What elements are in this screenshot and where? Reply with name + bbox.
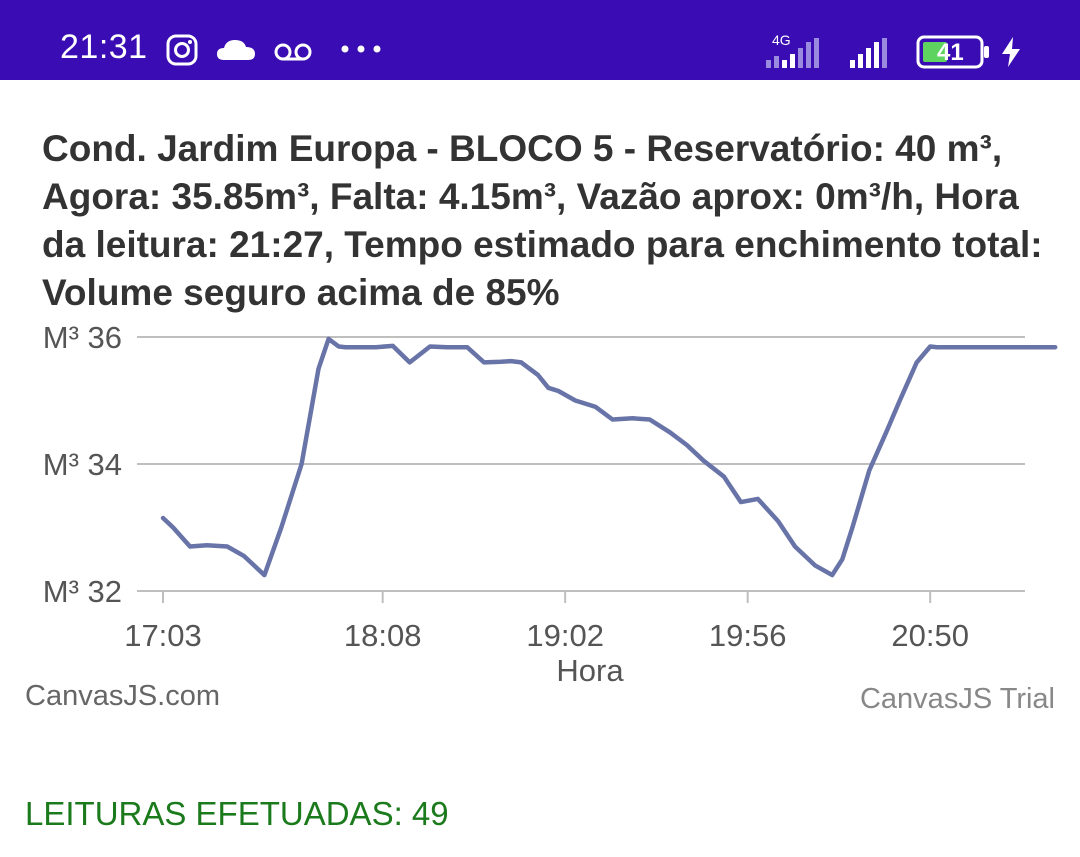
watermark-right: CanvasJS Trial xyxy=(860,683,1055,715)
x-tick-label: 19:02 xyxy=(526,618,604,653)
y-tick-label: M³ 32 xyxy=(43,574,122,609)
status-bar: 21:31 4G 41 xyxy=(0,0,1080,80)
more-dots-icon xyxy=(341,45,381,53)
page-title: Cond. Jardim Europa - BLOCO 5 - Reservat… xyxy=(42,128,1043,313)
charging-icon xyxy=(1002,37,1020,67)
signal-icon-2 xyxy=(850,38,887,68)
x-tick-label: 19:56 xyxy=(709,618,787,653)
readings-count: LEITURAS EFETUADAS: 49 xyxy=(25,795,449,832)
battery-icon xyxy=(916,35,989,69)
y-tick-label: M³ 34 xyxy=(43,447,122,482)
status-time: 21:31 xyxy=(60,28,148,66)
signal-icon xyxy=(766,38,819,68)
y-tick-label: M³ 36 xyxy=(43,320,122,355)
x-tick-label: 18:08 xyxy=(344,618,422,653)
network-type: 4G xyxy=(772,32,791,48)
x-tick-label: 17:03 xyxy=(124,618,202,653)
battery-level: 41 xyxy=(937,39,964,66)
cloud-icon xyxy=(217,40,255,60)
x-tick-label: 20:50 xyxy=(891,618,969,653)
chart: M³ 32 M³ 34 M³ 36 17:03 18:08 19:02 19:56 20:50… xyxy=(25,320,1058,715)
x-axis-title: Hora xyxy=(556,653,624,688)
watermark-left: CanvasJS.com xyxy=(25,680,220,712)
series-line xyxy=(160,336,1058,578)
instagram-icon xyxy=(166,34,198,66)
voicemail-icon xyxy=(274,43,312,61)
